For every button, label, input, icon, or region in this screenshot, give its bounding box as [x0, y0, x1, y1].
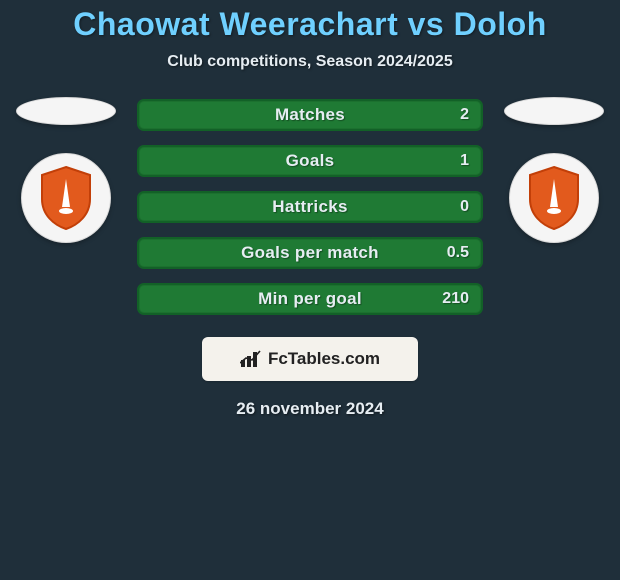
bar-chart-icon [240, 350, 262, 368]
logo-suffix: Tables.com [288, 349, 380, 368]
stat-right-value: 0 [460, 198, 469, 216]
source-logo: FcTables.com [202, 337, 418, 381]
player-left-column [11, 97, 121, 243]
stat-label: Goals [286, 151, 335, 171]
player-right-avatar [504, 97, 604, 125]
shield-icon [38, 165, 94, 231]
stat-label: Goals per match [241, 243, 379, 263]
player-right-column [499, 97, 609, 243]
player-left-club-badge [21, 153, 111, 243]
stat-right-value: 210 [442, 290, 469, 308]
logo-text: FcTables.com [268, 349, 380, 369]
date: 26 november 2024 [0, 399, 620, 419]
stat-label: Hattricks [272, 197, 347, 217]
stat-label: Matches [275, 105, 345, 125]
player-left-avatar [16, 97, 116, 125]
infographic: Chaowat Weerachart vs Doloh Club competi… [0, 0, 620, 580]
stat-row-goals-per-match: Goals per match 0.5 [137, 237, 483, 269]
stat-right-value: 1 [460, 152, 469, 170]
stat-row-min-per-goal: Min per goal 210 [137, 283, 483, 315]
logo-prefix: Fc [268, 349, 288, 368]
main-row: Matches 2 Goals 1 Hattricks 0 Goals per … [0, 97, 620, 315]
stat-right-value: 0.5 [447, 244, 469, 262]
stat-row-hattricks: Hattricks 0 [137, 191, 483, 223]
page-title: Chaowat Weerachart vs Doloh [0, 0, 620, 43]
stat-row-matches: Matches 2 [137, 99, 483, 131]
stat-right-value: 2 [460, 106, 469, 124]
stat-label: Min per goal [258, 289, 362, 309]
stats-column: Matches 2 Goals 1 Hattricks 0 Goals per … [137, 97, 483, 315]
shield-icon [526, 165, 582, 231]
stat-row-goals: Goals 1 [137, 145, 483, 177]
player-right-club-badge [509, 153, 599, 243]
subtitle: Club competitions, Season 2024/2025 [0, 53, 620, 71]
